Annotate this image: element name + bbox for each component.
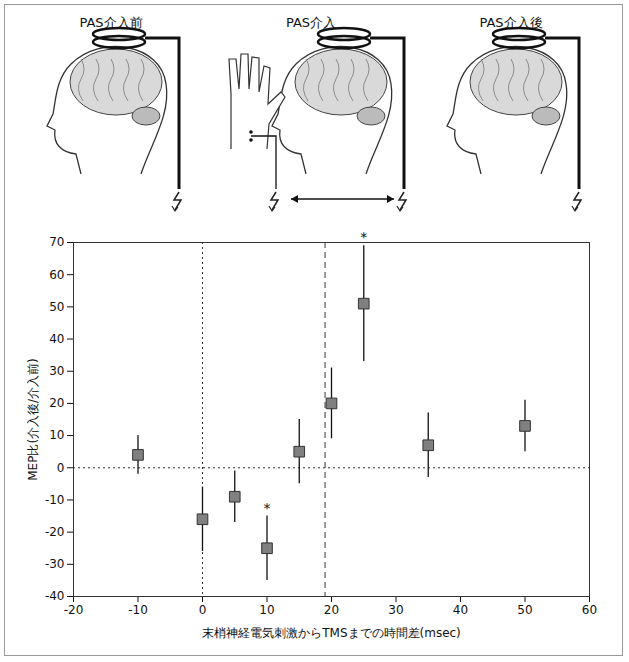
svg-text:末梢神経電気刺激からTMSまでの時間差(msec): 末梢神経電気刺激からTMSまでの時間差(msec) — [202, 626, 461, 640]
svg-text:MEP比(介入後/介入前): MEP比(介入後/介入前) — [26, 358, 40, 481]
svg-text:40: 40 — [453, 603, 468, 617]
svg-text:-40: -40 — [45, 589, 65, 603]
svg-text:30: 30 — [388, 603, 403, 617]
svg-text:0: 0 — [57, 461, 65, 475]
svg-text:70: 70 — [49, 235, 64, 249]
svg-text:PAS介入: PAS介入 — [286, 15, 336, 30]
svg-text:0: 0 — [199, 603, 207, 617]
svg-text:20: 20 — [324, 603, 339, 617]
svg-text:50: 50 — [517, 603, 532, 617]
svg-text:60: 60 — [49, 268, 64, 282]
svg-text:-20: -20 — [64, 603, 84, 617]
svg-text:50: 50 — [49, 300, 64, 314]
svg-text:-10: -10 — [45, 493, 65, 507]
svg-text:-10: -10 — [128, 603, 148, 617]
svg-text:60: 60 — [582, 603, 597, 617]
svg-text:40: 40 — [49, 332, 64, 346]
svg-text:PAS介入後: PAS介入後 — [479, 15, 543, 30]
svg-text:PAS介入前: PAS介入前 — [79, 15, 143, 30]
svg-text:-30: -30 — [45, 557, 65, 571]
svg-text:10: 10 — [259, 603, 274, 617]
svg-text:-20: -20 — [45, 525, 65, 539]
svg-text:*: * — [264, 500, 271, 516]
svg-text:10: 10 — [49, 428, 64, 442]
svg-text:20: 20 — [49, 396, 64, 410]
svg-text:30: 30 — [49, 364, 64, 378]
svg-text:*: * — [360, 229, 367, 245]
